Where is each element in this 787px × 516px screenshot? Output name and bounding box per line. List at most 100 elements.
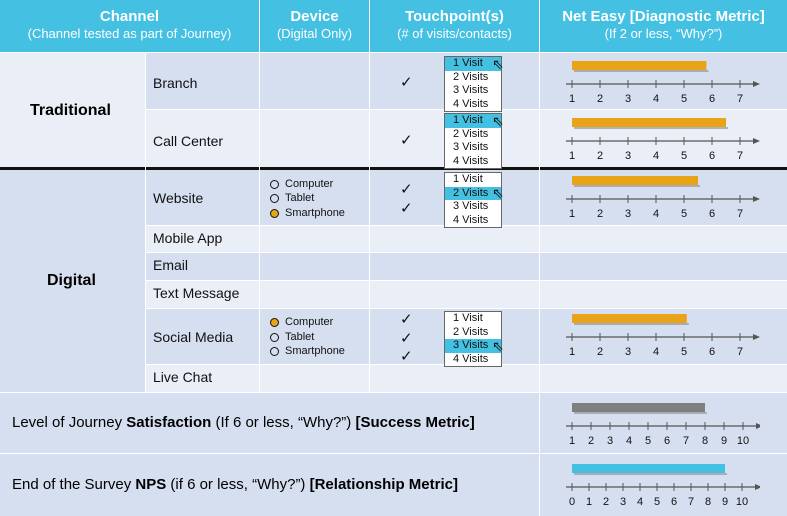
col-divider [369, 53, 370, 392]
channel-livechat-label: Live Chat [153, 369, 213, 385]
visit-option[interactable]: 1 Visit [445, 57, 501, 71]
score-bar-shadow [574, 70, 709, 72]
check-icon: ✓ [400, 330, 413, 347]
scale-tick-label: 5 [654, 496, 660, 507]
header-touchpoint-sub: (# of visits/contacts) [397, 26, 512, 41]
socialmedia-device-computer[interactable]: Computer [270, 315, 333, 329]
scale-tick-label: 8 [702, 435, 708, 446]
scale-tick-label: 1 [569, 93, 575, 104]
scale-website[interactable]: 1 2 3 4 5 6 7 [560, 173, 760, 219]
group-digital-cell [0, 170, 145, 392]
axis-arrow-icon [753, 81, 760, 87]
scale-tick-label: 10 [737, 435, 749, 446]
scale-tick-label: 3 [607, 435, 613, 446]
scale-tick-label: 2 [588, 435, 594, 446]
scale-socialmedia[interactable]: 1 2 3 4 5 6 7 [560, 311, 760, 357]
scale-tick-label: 1 [569, 208, 575, 219]
device-label: Smartphone [285, 207, 345, 219]
visit-option[interactable]: 2 Visits [453, 70, 489, 83]
group-digital-label: Digital [47, 272, 96, 289]
scale-tick-label: 7 [737, 150, 743, 161]
visit-option[interactable]: 2 Visits [453, 325, 489, 338]
website-device-computer[interactable]: Computer [270, 177, 333, 191]
nps-pre: End of the Survey [12, 476, 136, 493]
scale-tick-label: 7 [688, 496, 694, 507]
row-mobileapp [146, 226, 787, 252]
score-bar-shadow [574, 323, 689, 325]
col-divider [539, 53, 540, 516]
device-label: Tablet [285, 192, 315, 204]
satisfaction-label: Level of Journey Satisfaction (If 6 or l… [12, 414, 475, 431]
header-device: Device (Digital Only) [260, 0, 369, 52]
scale-satisfaction[interactable]: 1 2 3 4 5 6 7 8 9 10 [560, 400, 760, 446]
scale-tick-label: 9 [722, 496, 728, 507]
group-traditional-cell [0, 53, 145, 167]
visit-option[interactable]: 1 Visit [453, 312, 483, 324]
section-divider [0, 167, 787, 170]
header-device-sub: (Digital Only) [276, 26, 353, 41]
group-traditional-label: Traditional [30, 102, 111, 119]
visit-option[interactable]: 3 Visits [453, 200, 489, 212]
visit-option[interactable]: 1 Visit [445, 114, 501, 128]
channel-textmessage-label: Text Message [153, 285, 240, 301]
check-icon: ✓ [400, 311, 413, 328]
scale-tick-label: 2 [597, 346, 603, 357]
scale-tick-label: 7 [683, 435, 689, 446]
nps-keyword: NPS [135, 476, 167, 493]
axis-arrow-icon [753, 138, 760, 144]
channel-mobileapp-label: Mobile App [153, 230, 223, 246]
scale-tick-label: 4 [653, 346, 659, 357]
scale-tick-label: 1 [569, 435, 575, 446]
header-neteasy-sub: (If 2 or less, “Why?”) [604, 26, 723, 41]
visit-option[interactable]: 3 Visits [453, 141, 489, 153]
scale-tick-label: 3 [620, 496, 626, 507]
channel-socialmedia-label: Social Media [153, 329, 234, 345]
scale-tick-label: 6 [709, 208, 715, 219]
scale-callcenter[interactable]: 1 2 3 4 5 6 7 [560, 115, 760, 161]
scale-tick-label: 2 [597, 150, 603, 161]
visit-option[interactable]: 1 Visit [453, 173, 483, 185]
visits-list-socialmedia[interactable]: 1 Visit 2 Visits 3 Visits 4 Visits [444, 311, 502, 367]
visit-option[interactable]: 4 Visits [453, 352, 489, 365]
scale-tick-label: 5 [645, 435, 651, 446]
scale-tick-label: 9 [721, 435, 727, 446]
visits-list-branch[interactable]: 1 Visit 2 Visits 3 Visits 4 Visits [444, 56, 502, 112]
satisfaction-keyword: Satisfaction [126, 414, 212, 431]
scale-nps[interactable]: 0 1 2 3 4 5 6 7 8 9 10 [560, 461, 760, 507]
nps-label: End of the Survey NPS (if 6 or less, “Wh… [12, 476, 458, 493]
visit-option[interactable]: 2 Visits [445, 186, 501, 200]
scale-tick-label: 1 [569, 346, 575, 357]
row-email [146, 253, 787, 280]
socialmedia-device-tablet[interactable]: Tablet [270, 330, 314, 344]
visit-option[interactable]: 4 Visits [453, 97, 489, 110]
header-neteasy-title: Net Easy [Diagnostic Metric] [562, 8, 765, 25]
visit-option[interactable]: 4 Visits [453, 154, 489, 167]
satisfaction-pre: Level of Journey [12, 414, 127, 431]
website-device-tablet[interactable]: Tablet [270, 191, 314, 205]
channel-email-label: Email [153, 257, 189, 273]
score-bar-shadow [574, 127, 728, 129]
visit-option[interactable]: 3 Visits [445, 339, 501, 353]
visit-option[interactable]: 2 Visits [453, 127, 489, 140]
visit-option[interactable]: 3 Visits [453, 84, 489, 96]
website-device-smartphone[interactable]: Smartphone [270, 206, 345, 220]
scale-tick-label: 1 [569, 150, 575, 161]
col-divider [259, 53, 260, 392]
socialmedia-device-smartphone[interactable]: Smartphone [270, 344, 345, 358]
visits-list-website[interactable]: 1 Visit 2 Visits 3 Visits 4 Visits [444, 172, 502, 228]
scale-tick-label: 2 [603, 496, 609, 507]
channel-callcenter-label: Call Center [153, 133, 224, 149]
scale-branch[interactable]: 1 2 3 4 5 6 7 [560, 58, 760, 104]
scale-tick-label: 4 [653, 208, 659, 219]
score-bar [572, 464, 725, 473]
mouse-pointer-icon: ⇖ [492, 185, 504, 201]
radio-icon [270, 193, 279, 203]
visit-option[interactable]: 4 Visits [453, 213, 489, 226]
scale-tick-label: 3 [625, 208, 631, 219]
check-icon: ✓ [400, 348, 413, 365]
axis-arrow-icon [755, 484, 760, 490]
visits-list-callcenter[interactable]: 1 Visit 2 Visits 3 Visits 4 Visits [444, 113, 502, 169]
scale-tick-label: 3 [625, 93, 631, 104]
scale-tick-label: 5 [681, 150, 687, 161]
scale-tick-label: 5 [681, 346, 687, 357]
